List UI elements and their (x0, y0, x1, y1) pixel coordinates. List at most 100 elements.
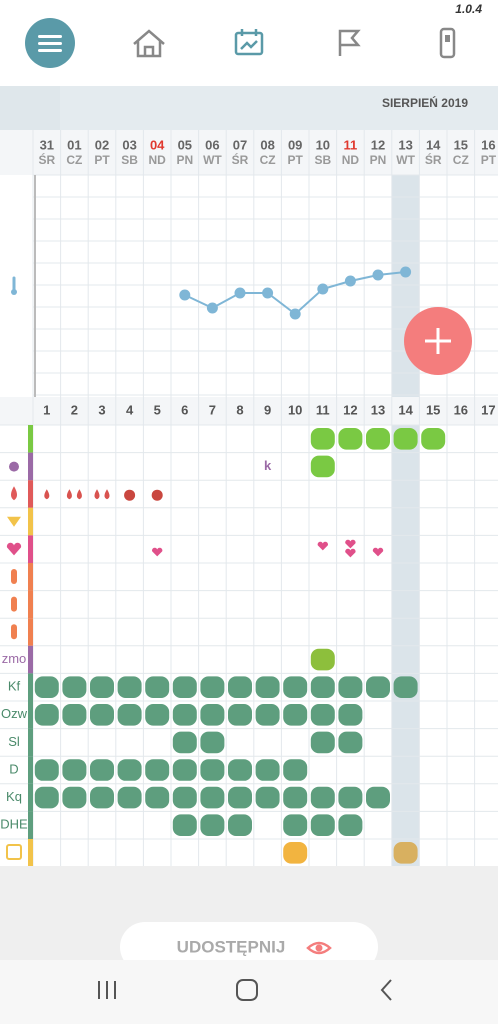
icon-test (11, 569, 17, 584)
entry-mark (228, 759, 252, 781)
entry-mark (310, 455, 335, 478)
temperature-point (179, 289, 191, 301)
cycle-day: 6 (181, 402, 188, 417)
entry-mark (338, 786, 363, 809)
date-weekday: ND (149, 153, 167, 167)
share-button-bg[interactable] (120, 922, 378, 972)
row-label: D (9, 761, 18, 776)
date-weekday: PN (176, 153, 193, 167)
date-weekday: PT (481, 153, 497, 167)
cycle-day: 10 (288, 402, 302, 417)
entry-mark (255, 704, 280, 726)
entry-mark (393, 428, 418, 450)
blood-drop (94, 489, 100, 500)
home-icon[interactable] (133, 29, 165, 58)
entry-mark (172, 676, 197, 698)
cycle-day: 5 (154, 402, 161, 417)
row-strip (28, 618, 33, 646)
date-weekday: ŚR (232, 152, 249, 167)
icon-heart (6, 542, 22, 556)
icon-test (11, 596, 17, 612)
date-day: 04 (150, 137, 165, 152)
nav-back[interactable] (380, 979, 392, 1001)
entry-mark (90, 759, 114, 781)
version: 1.0.4 (455, 2, 482, 16)
month-band (0, 86, 498, 130)
cycle-day: 11 (316, 402, 330, 417)
entry-mark (228, 704, 252, 726)
entry-mark (200, 786, 225, 809)
date-day: 16 (481, 137, 495, 152)
entry-mark (283, 676, 308, 698)
device-icon[interactable] (439, 27, 456, 59)
entry-mark (283, 814, 308, 836)
row-strip (28, 728, 33, 757)
entry-mark (366, 786, 390, 809)
entry-mark (255, 786, 280, 809)
cycle-day: 2 (71, 402, 78, 417)
heart-mark (317, 541, 328, 551)
temperature-point (262, 287, 274, 299)
entry-mark (90, 786, 114, 809)
entry-mark (34, 759, 59, 781)
row-label: Kf (8, 679, 21, 694)
entry-mark (200, 731, 225, 754)
date-day: 08 (260, 137, 274, 152)
month-title: SIERPIEŃ 2019 (382, 95, 468, 110)
entry-mark (200, 676, 225, 698)
entry-mark (393, 676, 418, 698)
row-strip (28, 535, 33, 563)
entry-mark (200, 814, 225, 836)
entry-mark (228, 814, 252, 836)
entry-mark (228, 676, 252, 698)
entry-mark (34, 704, 59, 726)
icon-note (6, 844, 22, 860)
date-day: 12 (371, 137, 385, 152)
entry-mark (172, 731, 197, 754)
cycle-day: 9 (264, 402, 271, 417)
row-label: Sl (8, 734, 20, 749)
date-weekday: WT (203, 153, 222, 167)
entry-mark (366, 676, 390, 698)
cycle-day: 16 (454, 402, 468, 417)
date-day: 07 (233, 137, 247, 152)
date-weekday: PN (370, 153, 387, 167)
entry-mark (338, 676, 363, 698)
entry-mark (310, 814, 335, 836)
entry-mark (145, 676, 170, 698)
cycle-day: 8 (236, 402, 243, 417)
entry-mark (255, 759, 280, 781)
entry-mark (283, 842, 308, 864)
cycle-day: 4 (126, 402, 134, 417)
row-strip (28, 425, 33, 453)
month-band-left (0, 86, 60, 130)
eye-icon[interactable] (306, 941, 332, 955)
cycle-day: 3 (98, 402, 105, 417)
blood-drop (104, 489, 110, 500)
add-icon (425, 328, 451, 354)
row-strip (28, 839, 33, 867)
menu-button[interactable] (25, 18, 75, 68)
row-strip (28, 673, 33, 701)
entry-mark (34, 786, 59, 809)
calendar-icon[interactable] (234, 29, 264, 56)
row-strip (28, 563, 33, 591)
share-button[interactable]: UDOSTĘPNIJ (177, 937, 286, 956)
flag-icon[interactable] (338, 29, 361, 56)
nav-bar (0, 960, 498, 1024)
entry-mark (283, 704, 308, 726)
temperature-point (206, 302, 218, 314)
entry-mark (117, 759, 142, 781)
row-strip (28, 756, 33, 784)
nav-home[interactable] (236, 979, 258, 1001)
date-day: 05 (178, 137, 192, 152)
cycle-day: 12 (343, 402, 357, 417)
cycle-day: 1 (43, 402, 50, 417)
nav-recent[interactable] (98, 981, 116, 999)
date-day: 13 (398, 137, 412, 152)
row-strip (28, 452, 33, 481)
date-weekday: ŚR (425, 152, 442, 167)
row-strip (28, 811, 33, 839)
row-label: DHE (0, 817, 28, 832)
entry-mark (310, 731, 335, 754)
